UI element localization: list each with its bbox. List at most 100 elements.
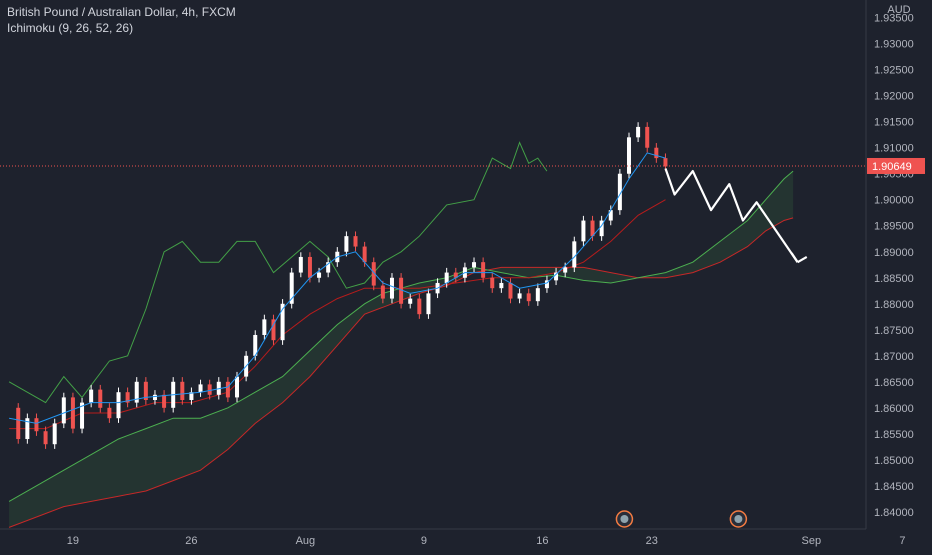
candle-body — [645, 126, 650, 148]
price-tick-label: 1.84000 — [874, 507, 914, 519]
time-tick-label: Sep — [802, 535, 822, 547]
candle-body — [581, 220, 586, 242]
price-tick-label: 1.90000 — [874, 195, 914, 207]
candle-body — [663, 158, 668, 167]
candle-body — [472, 262, 477, 268]
candle-body — [617, 173, 622, 211]
time-tick-label: 26 — [185, 535, 197, 547]
candle-body — [654, 147, 659, 159]
conversion-line — [9, 152, 666, 424]
leading-span-b-line — [8, 217, 794, 528]
candle-body — [61, 397, 66, 424]
candle-body — [107, 407, 112, 419]
candle-body — [563, 267, 568, 273]
candle-body — [626, 137, 631, 174]
price-tick-label: 1.87000 — [874, 351, 914, 363]
candle-body — [499, 282, 504, 289]
candle-body — [426, 293, 431, 315]
price-tick-label: 1.91500 — [874, 117, 914, 129]
price-tick-label: 1.87500 — [874, 325, 914, 337]
projection-arrow-head — [797, 256, 808, 264]
candle-body — [417, 298, 422, 315]
candle-body — [481, 262, 486, 278]
candle-body — [554, 272, 559, 281]
candle-body — [572, 241, 577, 268]
candle-body — [253, 334, 258, 356]
time-tick-label: Aug — [296, 535, 316, 547]
price-tick-label: 1.84500 — [874, 481, 914, 493]
candle-body — [16, 407, 21, 440]
last-price-label-bg — [867, 157, 925, 174]
candle-body — [143, 381, 148, 401]
price-tick-label: 1.89000 — [874, 247, 914, 259]
candle-body — [380, 285, 385, 299]
last-price-label: 1.90649 — [872, 161, 912, 173]
price-tick-label: 1.93000 — [874, 39, 914, 51]
candle-body — [89, 389, 94, 403]
candle-body — [280, 303, 285, 341]
candle-body — [271, 319, 276, 341]
candle-body — [362, 246, 367, 263]
price-tick-label: 1.88000 — [874, 299, 914, 311]
candle-body — [453, 272, 458, 278]
candle-body — [43, 431, 48, 445]
candle-body — [317, 272, 322, 278]
candle-body — [599, 220, 604, 237]
candle-body — [198, 384, 203, 393]
candle-body — [235, 376, 240, 398]
price-tick-label: 1.85000 — [874, 455, 914, 467]
candle-body — [52, 423, 57, 445]
candle-body — [289, 272, 294, 304]
candle-body — [326, 262, 331, 273]
candle-body — [508, 282, 513, 299]
candle-body — [444, 272, 449, 283]
candle-body — [408, 298, 413, 304]
price-tick-label: 1.88500 — [874, 273, 914, 285]
candle-body — [125, 392, 130, 403]
candle-body — [399, 277, 404, 304]
candle-body — [189, 392, 194, 401]
candle-body — [80, 402, 85, 429]
event-marker-icon — [734, 515, 743, 523]
chart-title: British Pound / Australian Dollar, 4h, F… — [7, 5, 236, 19]
candle-body — [344, 236, 349, 252]
projection-arrow-head — [790, 252, 799, 263]
candle-body — [207, 384, 212, 395]
candle-body — [371, 262, 376, 286]
candle-body — [544, 280, 549, 289]
candle-body — [535, 288, 540, 302]
event-marker-icon — [620, 515, 629, 523]
candle-body — [180, 381, 185, 401]
price-tick-label: 1.86500 — [874, 377, 914, 389]
lagging-span-line — [8, 141, 548, 404]
projection-path — [664, 168, 799, 263]
time-tick-label: 19 — [67, 535, 79, 547]
price-axis-unit: AUD — [887, 4, 910, 16]
time-tick-label: 9 — [421, 535, 427, 547]
candle-body — [116, 392, 121, 419]
price-tick-label: 1.85500 — [874, 429, 914, 441]
candle-body — [34, 418, 39, 432]
price-tick-label: 1.86000 — [874, 403, 914, 415]
leading-span-a-line — [8, 170, 794, 502]
candle-body — [517, 293, 522, 299]
base-line — [9, 199, 666, 430]
price-tick-label: 1.93500 — [874, 13, 914, 25]
time-tick-label: 7 — [899, 535, 905, 547]
candle-body — [98, 389, 103, 408]
candle-body — [526, 293, 531, 302]
ichimoku-cloud — [9, 171, 794, 528]
candle-body — [70, 397, 75, 429]
candle-body — [608, 210, 613, 221]
candle-body — [152, 394, 157, 401]
time-tick-label: 23 — [646, 535, 658, 547]
candle-body — [636, 126, 641, 138]
candle-body — [590, 220, 595, 237]
price-tick-label: 1.89500 — [874, 221, 914, 233]
candle-body — [307, 256, 312, 278]
legend: British Pound / Australian Dollar, 4h, F… — [7, 4, 236, 36]
candle-body — [225, 381, 230, 398]
candle-body — [389, 277, 394, 299]
